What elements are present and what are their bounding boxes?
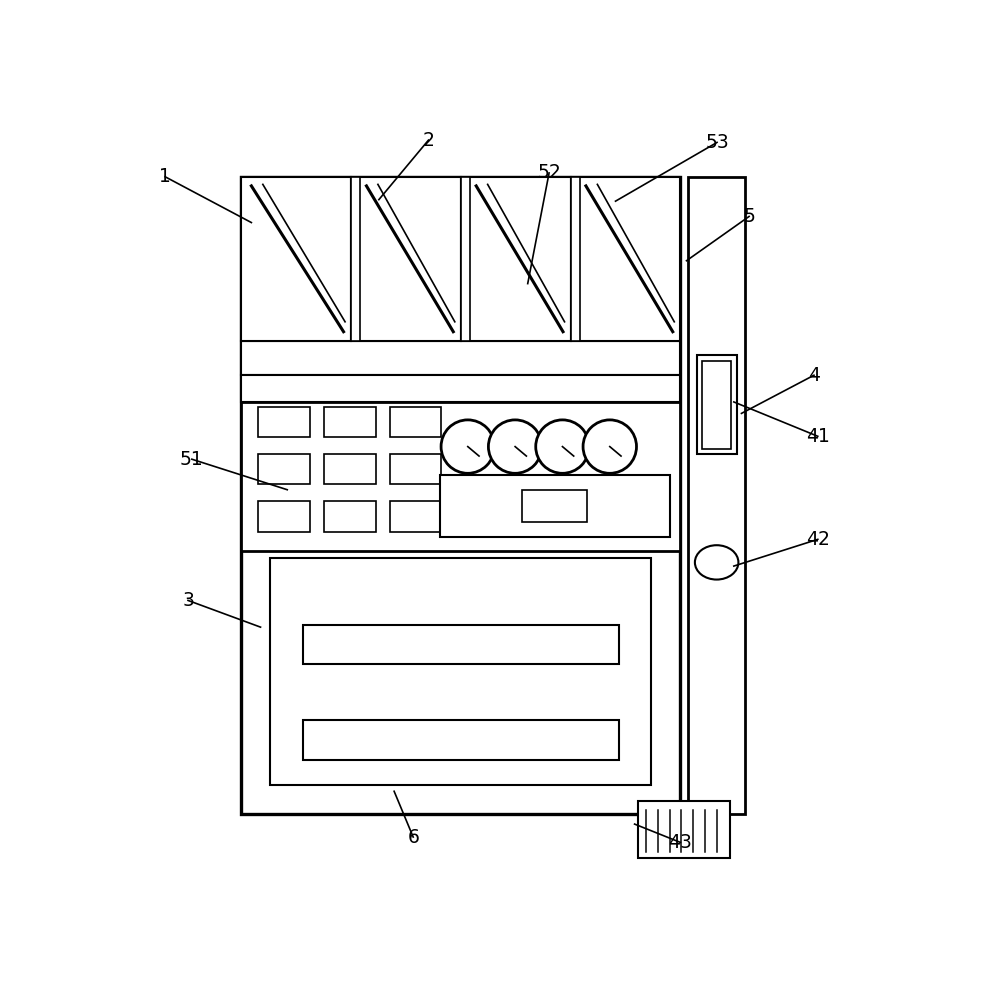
Text: 52: 52: [537, 163, 561, 182]
Bar: [689, 177, 746, 814]
Ellipse shape: [694, 545, 739, 580]
Circle shape: [536, 420, 589, 473]
Bar: [389, 501, 441, 532]
Text: 43: 43: [669, 833, 692, 852]
Text: 42: 42: [806, 530, 829, 549]
Bar: [461, 177, 470, 341]
Text: 1: 1: [160, 167, 171, 186]
Bar: [241, 375, 681, 402]
Bar: [702, 361, 731, 449]
Bar: [389, 454, 441, 484]
Bar: [522, 490, 587, 522]
Bar: [271, 558, 651, 785]
Bar: [241, 177, 352, 341]
Text: 2: 2: [423, 131, 434, 150]
Text: 53: 53: [705, 133, 729, 152]
Bar: [352, 177, 461, 341]
Circle shape: [441, 420, 494, 473]
Text: 51: 51: [180, 450, 204, 469]
Text: 6: 6: [407, 828, 420, 847]
Circle shape: [489, 420, 542, 473]
Text: 3: 3: [182, 591, 194, 610]
Bar: [570, 177, 580, 341]
Bar: [302, 625, 619, 664]
Circle shape: [583, 420, 636, 473]
Bar: [324, 501, 376, 532]
Bar: [258, 454, 310, 484]
Bar: [324, 407, 376, 437]
Text: 41: 41: [806, 427, 829, 446]
Bar: [324, 454, 376, 484]
Bar: [638, 801, 730, 858]
Bar: [241, 402, 681, 551]
Bar: [258, 407, 310, 437]
Bar: [241, 341, 681, 375]
Bar: [570, 177, 681, 341]
Bar: [241, 177, 681, 814]
Bar: [302, 720, 619, 760]
Bar: [389, 407, 441, 437]
Bar: [696, 355, 737, 454]
Bar: [258, 501, 310, 532]
Bar: [352, 177, 361, 341]
Bar: [461, 177, 570, 341]
Bar: [241, 177, 681, 341]
Bar: [439, 475, 670, 537]
Text: 4: 4: [808, 366, 820, 385]
Text: 5: 5: [743, 207, 755, 226]
